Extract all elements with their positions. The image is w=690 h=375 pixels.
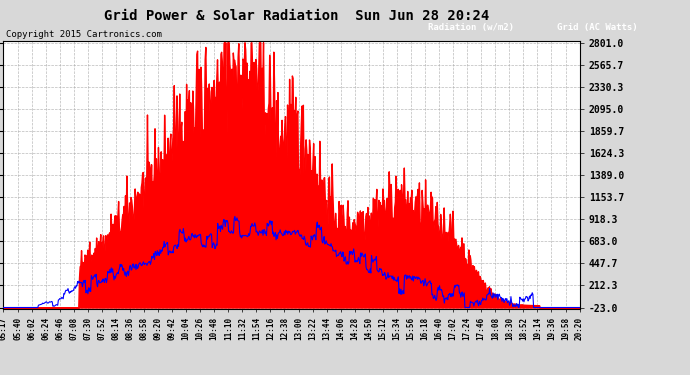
Text: Radiation (w/m2): Radiation (w/m2) [428, 22, 514, 32]
Text: Grid (AC Watts): Grid (AC Watts) [557, 22, 637, 32]
Text: Copyright 2015 Cartronics.com: Copyright 2015 Cartronics.com [6, 30, 161, 39]
Text: Grid Power & Solar Radiation  Sun Jun 28 20:24: Grid Power & Solar Radiation Sun Jun 28 … [104, 9, 489, 23]
